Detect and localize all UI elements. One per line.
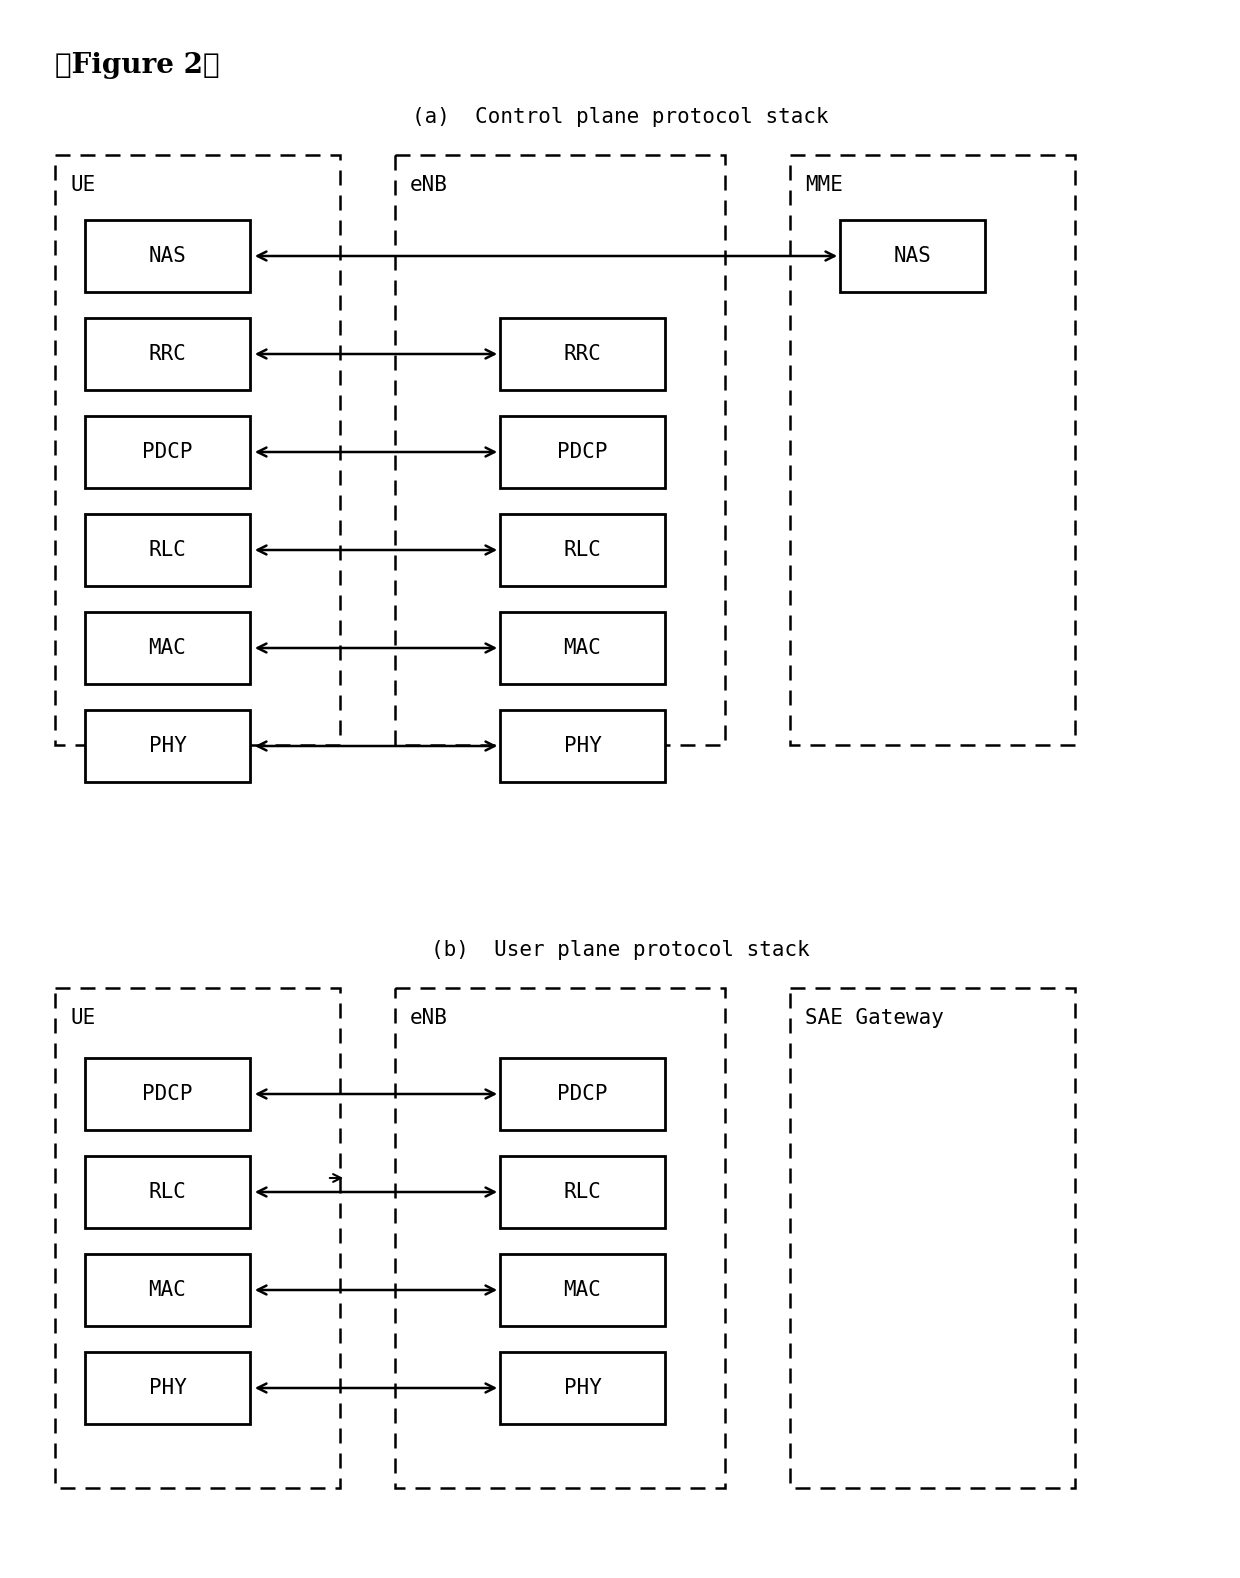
Text: PDCP: PDCP <box>557 442 608 462</box>
Text: RLC: RLC <box>149 540 186 560</box>
Text: RRC: RRC <box>149 344 186 365</box>
Text: MAC: MAC <box>149 638 186 658</box>
Bar <box>86 1352 250 1423</box>
Bar <box>86 417 250 488</box>
Text: eNB: eNB <box>410 1008 448 1027</box>
Text: PHY: PHY <box>563 1378 601 1398</box>
Text: MME: MME <box>805 175 843 196</box>
Text: PDCP: PDCP <box>143 442 192 462</box>
Text: SAE Gateway: SAE Gateway <box>805 1008 944 1027</box>
Bar <box>500 612 665 683</box>
Bar <box>55 988 340 1488</box>
Text: eNB: eNB <box>410 175 448 196</box>
Text: PDCP: PDCP <box>143 1084 192 1105</box>
Bar <box>86 710 250 783</box>
Bar <box>86 514 250 585</box>
Text: UE: UE <box>69 1008 95 1027</box>
Bar <box>86 1157 250 1228</box>
Bar <box>500 514 665 585</box>
Text: RLC: RLC <box>563 1182 601 1202</box>
Bar <box>86 1057 250 1130</box>
Text: UE: UE <box>69 175 95 196</box>
Text: MAC: MAC <box>563 638 601 658</box>
Text: MAC: MAC <box>563 1280 601 1300</box>
Bar <box>55 155 340 745</box>
Bar <box>86 319 250 390</box>
Text: MAC: MAC <box>149 1280 186 1300</box>
Bar <box>500 1255 665 1326</box>
Bar <box>500 319 665 390</box>
Text: RRC: RRC <box>563 344 601 365</box>
Text: (a)  Control plane protocol stack: (a) Control plane protocol stack <box>412 107 828 126</box>
Bar <box>86 612 250 683</box>
Text: PHY: PHY <box>563 735 601 756</box>
Bar <box>500 1352 665 1423</box>
Text: RLC: RLC <box>149 1182 186 1202</box>
Bar <box>500 1157 665 1228</box>
Text: NAS: NAS <box>894 246 931 267</box>
Bar <box>500 1057 665 1130</box>
Text: PDCP: PDCP <box>557 1084 608 1105</box>
Bar <box>839 219 985 292</box>
Bar <box>790 988 1075 1488</box>
Bar <box>86 219 250 292</box>
Bar <box>396 988 725 1488</box>
Bar <box>86 1255 250 1326</box>
Text: NAS: NAS <box>149 246 186 267</box>
Bar <box>500 710 665 783</box>
Bar <box>790 155 1075 745</box>
Text: PHY: PHY <box>149 735 186 756</box>
Bar <box>500 417 665 488</box>
Text: PHY: PHY <box>149 1378 186 1398</box>
Text: RLC: RLC <box>563 540 601 560</box>
Text: 《Figure 2》: 《Figure 2》 <box>55 52 219 79</box>
Text: (b)  User plane protocol stack: (b) User plane protocol stack <box>430 940 810 959</box>
Bar <box>396 155 725 745</box>
